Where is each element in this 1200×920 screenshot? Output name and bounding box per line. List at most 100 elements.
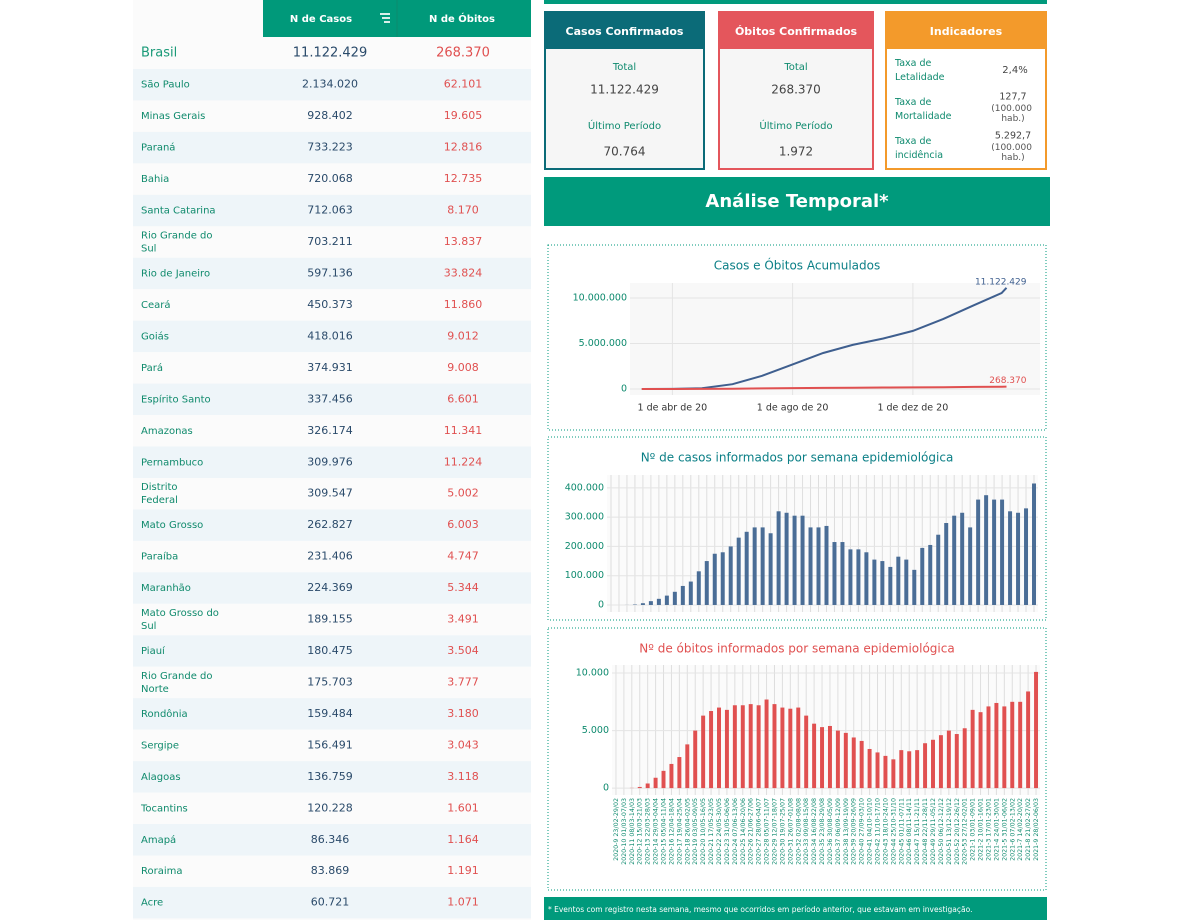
state-cases: 733.223 — [307, 141, 353, 154]
state-deaths: 3.180 — [447, 707, 479, 720]
x-tick-label: 2021-5 31/01-06/02 — [1001, 798, 1008, 861]
bar — [851, 737, 856, 789]
bar — [744, 531, 749, 605]
x-tick-label: 2020-39 20/09-26/09 — [851, 798, 858, 865]
bar — [864, 552, 869, 605]
indicator-label: Taxa de Letalidade — [894, 58, 945, 83]
bar — [984, 495, 989, 605]
bar — [880, 561, 885, 605]
table-row — [133, 572, 531, 604]
state-name: Santa Catarina — [141, 206, 216, 217]
x-tick-label: 2020-33 09/08-15/08 — [803, 798, 810, 865]
state-cases: 450.373 — [307, 298, 353, 311]
state-name: Acre — [141, 898, 163, 909]
state-cases: 720.068 — [307, 172, 353, 185]
x-tick-label: 2020-49 29/11-05/12 — [930, 798, 937, 865]
bar — [992, 499, 997, 605]
table-row — [133, 163, 531, 195]
x-tick-label: 2020-42 11/10-17/10 — [875, 798, 882, 865]
state-cases: 189.155 — [307, 613, 353, 626]
bar — [784, 512, 789, 605]
indicator-value: 2,4% — [1002, 65, 1027, 76]
y-tick-label: 10.000 — [576, 668, 609, 679]
state-deaths: 11.860 — [444, 298, 483, 311]
table-row — [133, 761, 531, 793]
bar — [840, 542, 845, 605]
state-name: Alagoas — [141, 772, 181, 783]
value-label: 268.370 — [989, 376, 1026, 386]
state-deaths: 5.002 — [447, 487, 479, 500]
table-row — [133, 320, 531, 353]
state-cases: 262.827 — [307, 518, 353, 531]
state-name: Amazonas — [141, 426, 193, 437]
x-tick-label: 2020-40 27/09-03/10 — [859, 798, 866, 865]
bar — [936, 534, 941, 605]
state-cases: 597.136 — [307, 266, 353, 279]
y-tick-label: 200.000 — [565, 541, 604, 552]
state-cases: 712.063 — [307, 204, 353, 217]
header-cell: N de Óbitos — [429, 12, 495, 25]
x-tick-label: 2020-44 25/10-31/10 — [890, 798, 897, 865]
table-row — [133, 792, 531, 825]
bar — [701, 715, 706, 789]
bar — [960, 512, 965, 605]
bar — [848, 549, 853, 605]
bar — [776, 511, 781, 605]
bar — [896, 556, 901, 605]
state-deaths: 1.601 — [447, 801, 479, 814]
state-deaths: 3.504 — [447, 644, 479, 657]
card-header — [719, 12, 873, 49]
x-tick-label: 2020-30 19/07-25/07 — [779, 798, 786, 865]
bar — [732, 705, 737, 789]
bar — [672, 591, 677, 605]
state-name: Maranhão — [141, 583, 191, 594]
state-name: Mato Grosso — [141, 520, 203, 531]
x-tick-label: 2021-3 17/01-23/01 — [985, 798, 992, 861]
x-tick-label: 2020-32 02/08-08/08 — [795, 798, 802, 865]
section-title: Análise Temporal* — [705, 191, 889, 212]
bar — [843, 732, 848, 789]
bar — [1032, 483, 1037, 605]
bar — [728, 546, 733, 605]
bar — [717, 707, 721, 789]
table-row — [133, 289, 531, 321]
card-label: Total — [612, 62, 636, 73]
x-tick-label: 2021-6 07/02-13/02 — [1009, 798, 1016, 861]
state-cases: 928.402 — [307, 109, 353, 122]
x-tick-label: 2020-46 08/11-14/11 — [906, 798, 913, 865]
x-tick-label: 2021-8 21/02-27/02 — [1025, 798, 1032, 861]
state-name: Espírito Santo — [141, 393, 211, 405]
bar — [656, 598, 661, 605]
table-row — [133, 415, 531, 447]
x-tick-label: 2021-1 03/01-09/01 — [970, 798, 977, 861]
table-row — [133, 698, 531, 730]
bar — [704, 561, 709, 605]
bar — [637, 786, 642, 789]
x-tick-label: 2020-21 17/05-23/05 — [708, 798, 715, 865]
state-cases: 418.016 — [307, 329, 353, 342]
state-name: Minas Gerais — [141, 111, 205, 122]
bar — [780, 707, 785, 789]
bar — [696, 571, 701, 605]
state-name: Rondônia — [141, 708, 188, 720]
state-name: Piauí — [141, 645, 166, 657]
x-tick-label: 2020-22 24/05-30/05 — [716, 798, 723, 865]
bar — [923, 743, 928, 789]
bar — [640, 603, 645, 605]
state-deaths: 6.003 — [447, 518, 479, 531]
state-cases: 309.976 — [307, 455, 353, 468]
card-value: 11.122.429 — [590, 83, 659, 97]
x-tick-label: 2020-14 29/03-04/04 — [653, 798, 660, 865]
bar — [764, 699, 769, 789]
x-tick-label: 2020-53 27/12-02/01 — [962, 798, 969, 865]
bar — [688, 581, 693, 605]
value-label: 11.122.429 — [975, 277, 1027, 287]
x-tick-label: 2020-9 23/02-29/02 — [613, 798, 620, 861]
table-row — [133, 194, 531, 227]
x-tick-label: 2020-37 06/09-12/09 — [835, 798, 842, 865]
table-row — [133, 131, 531, 164]
state-name: Tocantins — [140, 803, 188, 814]
bar — [907, 751, 912, 789]
state-name: Mato Grosso do Sul — [141, 608, 222, 632]
